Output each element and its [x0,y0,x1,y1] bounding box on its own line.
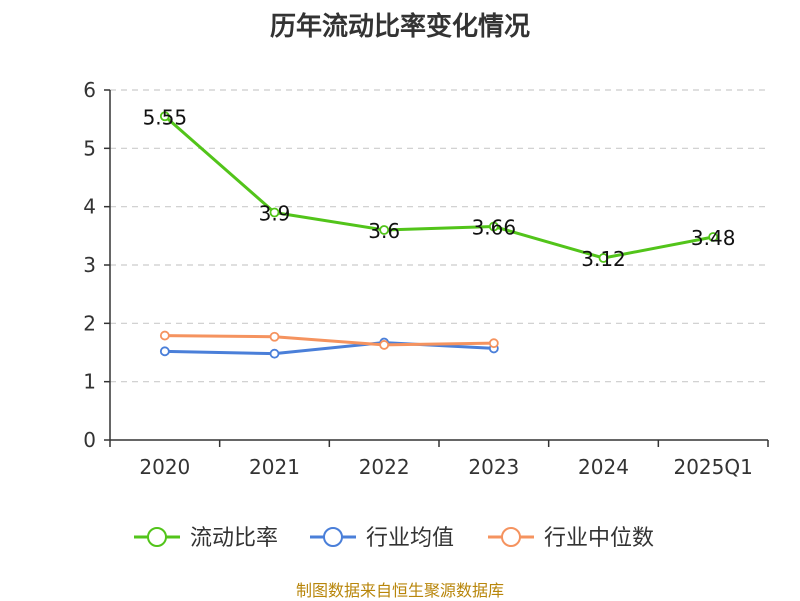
legend-item[interactable]: 行业均值 [310,526,454,551]
data-point[interactable] [708,232,719,242]
legend-item[interactable]: 行业中位数 [488,526,654,551]
data-label: 3.66 [472,216,517,240]
y-tick-label: 6 [83,78,96,102]
chart-title: 历年流动比率变化情况 [269,12,530,42]
x-axis-ticks: 2020 2021 2022 2023 2024 2025Q1 [109,440,769,479]
x-tick-label: 2020 [139,455,190,479]
data-point[interactable] [379,340,390,350]
y-tick-label: 0 [83,428,96,452]
legend-swatch-marker [501,527,521,547]
y-tick-label: 3 [83,253,96,277]
data-point[interactable] [488,221,499,232]
data-point[interactable] [598,253,609,263]
data-point[interactable] [488,338,499,349]
data-label: 3.6 [368,219,400,243]
data-point[interactable] [269,331,280,342]
data-label: 3.9 [259,202,291,226]
legend[interactable]: 流动比率 行业均值 行业中位数 [134,526,654,551]
y-tick-label: 5 [83,136,96,160]
data-point[interactable] [159,111,170,122]
series-group [159,111,719,359]
data-point[interactable] [379,225,390,235]
x-tick-label: 2022 [359,455,410,479]
legend-item[interactable]: 流动比率 [134,526,278,551]
legend-label: 行业均值 [366,526,454,551]
data-point[interactable] [159,346,170,357]
data-point[interactable] [269,207,280,218]
legend-label: 流动比率 [190,526,278,551]
x-tick-label: 2025Q1 [673,455,752,479]
y-tick-label: 1 [83,370,96,394]
y-tick-label: 2 [83,311,96,335]
grid-lines [110,89,768,383]
x-tick-label: 2023 [468,455,519,479]
data-source-note: 制图数据来自恒生聚源数据库 [295,581,504,600]
axes [109,90,768,441]
data-label: 3.48 [691,226,736,250]
x-tick-label: 2021 [249,455,300,479]
data-label: 5.55 [143,105,188,129]
series-line [164,334,494,347]
data-label: 3.12 [581,247,626,271]
data-labels: 5.55 3.9 3.6 3.66 3.12 3.48 [143,105,736,271]
y-tick-label: 4 [83,195,96,219]
legend-swatch-marker [147,527,167,547]
x-tick-label: 2024 [578,455,629,479]
series-line [163,115,714,260]
data-point[interactable] [159,330,170,341]
legend-label: 行业中位数 [544,526,654,551]
data-point[interactable] [269,348,280,359]
y-axis-ticks: 0 1 2 3 4 5 6 [83,78,110,452]
legend-swatch-marker [323,527,343,547]
